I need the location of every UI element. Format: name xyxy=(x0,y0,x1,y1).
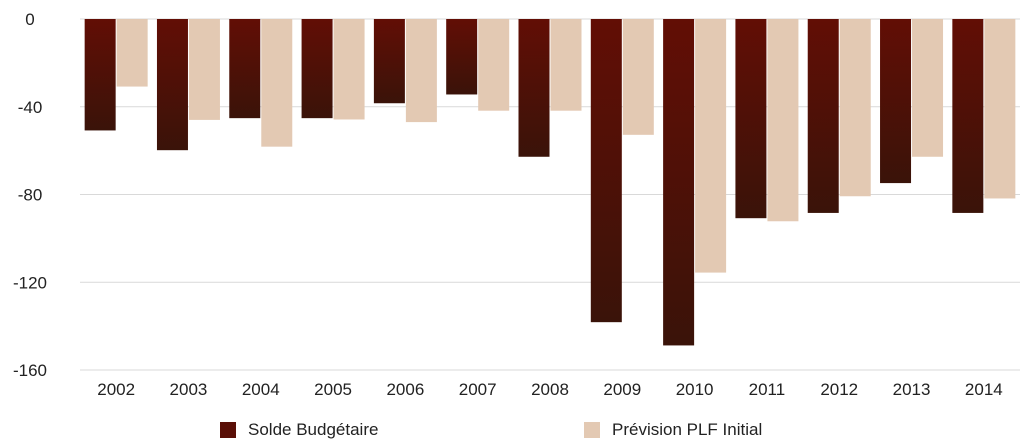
x-tick-label: 2003 xyxy=(170,380,208,399)
y-tick-label: -80 xyxy=(18,186,43,205)
legend-swatch-solde-budgetaire xyxy=(220,422,236,438)
bar-prevision-plf-initial-2007[interactable] xyxy=(478,19,510,111)
gridlines xyxy=(80,18,1020,371)
legend: Solde Budgétaire Prévision PLF Initial xyxy=(0,418,1024,441)
x-tick-label: 2011 xyxy=(749,380,786,399)
x-axis: 2002 2003 2004 2005 2006 2007 2008 2009 2010 2011… xyxy=(97,380,1003,399)
bar-prevision-plf-initial-2003[interactable] xyxy=(188,19,220,120)
bar-solde-budgetaire-2012[interactable] xyxy=(807,19,839,213)
x-tick-label: 2004 xyxy=(242,380,280,399)
bar-prevision-plf-initial-2011[interactable] xyxy=(767,19,799,222)
y-axis: 0 -40 -80 -120 -160 xyxy=(13,10,47,380)
x-tick-label: 2008 xyxy=(531,380,569,399)
bar-prevision-plf-initial-2002[interactable] xyxy=(116,19,148,87)
bar-solde-budgetaire-2002[interactable] xyxy=(84,19,116,131)
legend-item-solde-budgetaire[interactable]: Solde Budgétaire xyxy=(220,420,378,440)
x-tick-label: 2012 xyxy=(820,380,858,399)
x-tick-label: 2013 xyxy=(893,380,931,399)
y-tick-label: -160 xyxy=(13,361,47,380)
x-tick-label: 2009 xyxy=(603,380,641,399)
x-tick-label: 2002 xyxy=(97,380,135,399)
x-tick-label: 2010 xyxy=(676,380,714,399)
bar-solde-budgetaire-2004[interactable] xyxy=(229,19,261,119)
x-tick-label: 2014 xyxy=(965,380,1003,399)
bar-solde-budgetaire-2008[interactable] xyxy=(518,19,550,157)
x-tick-label: 2005 xyxy=(314,380,352,399)
bars xyxy=(84,19,1016,346)
x-tick-label: 2006 xyxy=(386,380,424,399)
bar-solde-budgetaire-2003[interactable] xyxy=(156,19,188,151)
bar-solde-budgetaire-2011[interactable] xyxy=(735,19,767,219)
bar-prevision-plf-initial-2013[interactable] xyxy=(912,19,944,157)
bar-solde-budgetaire-2014[interactable] xyxy=(952,19,984,213)
bar-prevision-plf-initial-2006[interactable] xyxy=(405,19,437,123)
bar-solde-budgetaire-2007[interactable] xyxy=(446,19,478,95)
bar-solde-budgetaire-2006[interactable] xyxy=(373,19,405,104)
y-tick-label: -120 xyxy=(13,273,47,292)
legend-swatch-prevision-plf-initial xyxy=(584,422,600,438)
bar-solde-budgetaire-2013[interactable] xyxy=(880,19,912,184)
bar-solde-budgetaire-2005[interactable] xyxy=(301,19,333,119)
bar-prevision-plf-initial-2005[interactable] xyxy=(333,19,365,120)
bar-prevision-plf-initial-2012[interactable] xyxy=(839,19,871,197)
bar-prevision-plf-initial-2008[interactable] xyxy=(550,19,582,111)
bar-solde-budgetaire-2010[interactable] xyxy=(663,19,695,346)
legend-label-prevision-plf-initial: Prévision PLF Initial xyxy=(612,420,763,439)
bar-prevision-plf-initial-2014[interactable] xyxy=(984,19,1016,199)
bar-solde-budgetaire-2009[interactable] xyxy=(590,19,622,323)
legend-item-prevision-plf-initial[interactable]: Prévision PLF Initial xyxy=(584,420,762,440)
y-tick-label: -40 xyxy=(18,98,43,117)
bar-prevision-plf-initial-2004[interactable] xyxy=(261,19,293,147)
bar-prevision-plf-initial-2010[interactable] xyxy=(695,19,727,273)
x-tick-label: 2007 xyxy=(459,380,497,399)
bar-prevision-plf-initial-2009[interactable] xyxy=(622,19,654,135)
bar-chart: 0 -40 -80 -120 -160 2002 2003 2004 2005 2006 2007… xyxy=(13,10,1020,399)
legend-label-solde-budgetaire: Solde Budgétaire xyxy=(248,420,379,439)
y-tick-label: 0 xyxy=(25,10,34,29)
